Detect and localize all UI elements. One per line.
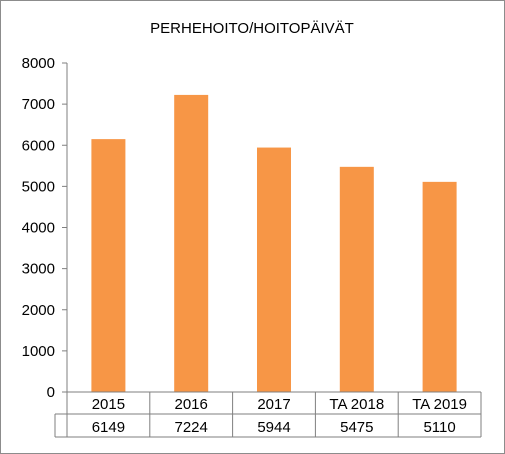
bar xyxy=(339,166,374,392)
bar xyxy=(257,147,291,392)
bar xyxy=(174,94,209,393)
x-category-label: TA 2018 xyxy=(329,396,384,413)
x-category-label: TA 2019 xyxy=(412,396,467,413)
y-tick-label: 2000 xyxy=(22,302,55,319)
y-tick-label: 5000 xyxy=(22,178,55,195)
bar xyxy=(422,181,457,392)
y-tick-label: 1000 xyxy=(22,343,55,360)
x-category-label: 2016 xyxy=(175,396,208,413)
bar xyxy=(91,139,126,392)
y-tick-label: 3000 xyxy=(22,261,55,278)
data-table-value: 6149 xyxy=(92,419,125,436)
data-table-value: 5110 xyxy=(423,419,455,436)
y-tick-label: 0 xyxy=(47,384,55,401)
y-tick-label: 4000 xyxy=(22,220,55,237)
plot-area: 0 1000 2000 3000 4000 5000 6000 7000 8000 2015 614… xyxy=(22,55,482,438)
data-table-value: 5475 xyxy=(340,419,373,436)
y-tick-label: 6000 xyxy=(22,137,55,154)
y-tick-label: 8000 xyxy=(22,55,55,72)
y-tick-label: 7000 xyxy=(22,96,55,113)
chart-title: PERHEHOITO/HOITOPÄIVÄT xyxy=(150,20,354,37)
x-category-label: 2017 xyxy=(257,396,290,413)
x-category-label: 2015 xyxy=(92,396,125,413)
data-table-value: 5944 xyxy=(257,419,290,436)
data-table-value: 7224 xyxy=(175,419,208,436)
